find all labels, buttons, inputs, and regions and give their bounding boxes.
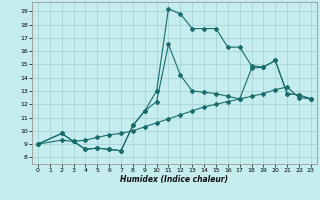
X-axis label: Humidex (Indice chaleur): Humidex (Indice chaleur) [120, 175, 228, 184]
